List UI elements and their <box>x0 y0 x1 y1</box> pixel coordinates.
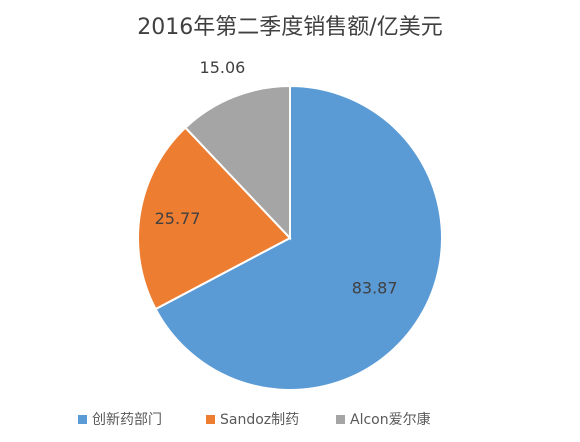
pie-slice <box>154 84 443 391</box>
legend-swatch <box>78 415 87 424</box>
legend-swatch <box>336 415 345 424</box>
legend-label: Sandoz制药 <box>220 412 299 428</box>
data-label: 83.87 <box>352 278 398 297</box>
chart-title: 2016年第二季度销售额/亿美元 <box>137 15 442 40</box>
pie-slice <box>137 126 292 311</box>
pie-slice <box>184 84 291 241</box>
legend-label: Alcon爱尔康 <box>350 411 431 428</box>
data-label: 25.77 <box>155 209 201 228</box>
data-label: 15.06 <box>200 58 246 77</box>
legend-label: 创新药部门 <box>92 412 162 428</box>
legend-swatch <box>206 415 215 424</box>
